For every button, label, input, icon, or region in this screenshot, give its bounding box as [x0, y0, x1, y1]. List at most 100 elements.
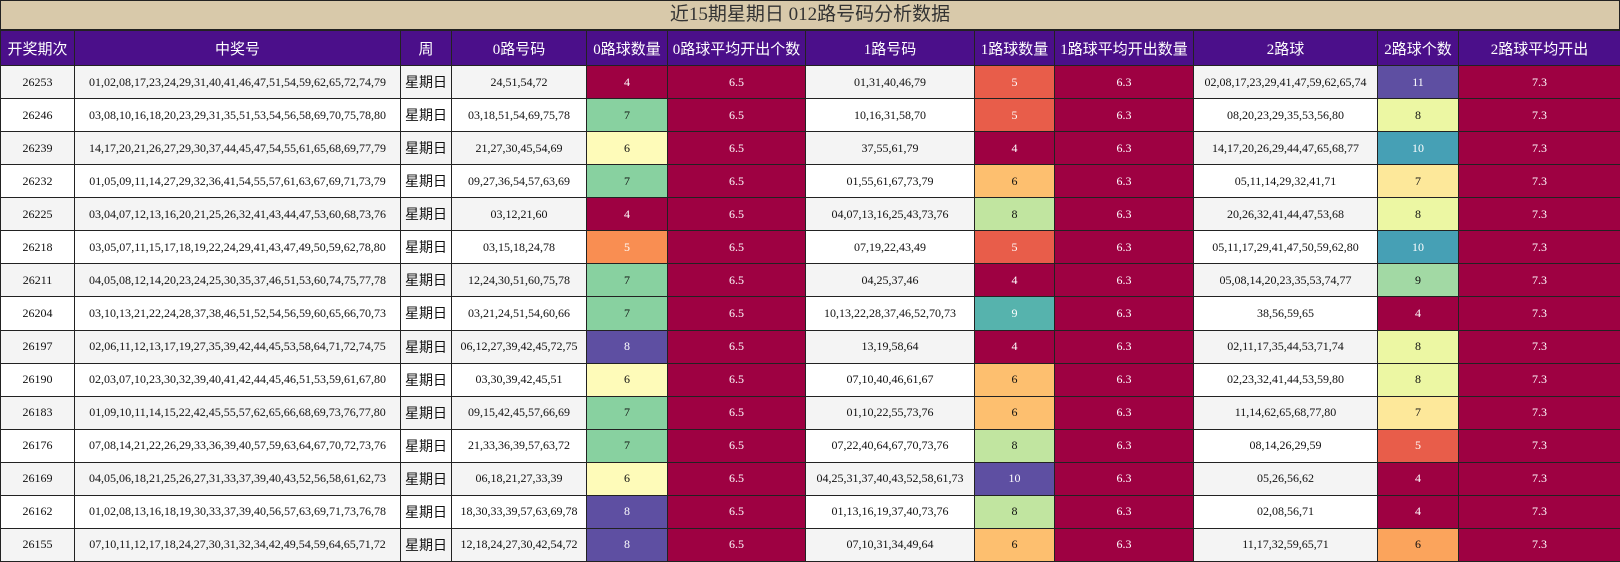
cell-route1-numbers: 07,22,40,64,67,70,73,76: [805, 428, 975, 463]
cell-route2-avg: 7.3: [1458, 296, 1620, 331]
cell-route0-avg: 6.5: [667, 230, 806, 265]
cell-numbers: 03,08,10,16,18,20,23,29,31,35,51,53,54,5…: [74, 98, 401, 133]
cell-route0-avg: 6.5: [667, 164, 806, 199]
cell-period: 26169: [0, 461, 75, 496]
cell-period: 26204: [0, 296, 75, 331]
cell-week: 星期日: [400, 131, 452, 166]
cell-numbers: 01,05,09,11,14,27,29,32,36,41,54,55,57,6…: [74, 164, 401, 199]
cell-route1-count: 5: [974, 230, 1055, 265]
cell-route0-numbers: 06,18,21,27,33,39: [451, 461, 587, 496]
cell-route1-count: 4: [974, 329, 1055, 364]
cell-route2-numbers: 05,11,17,29,41,47,50,59,62,80: [1193, 230, 1378, 265]
cell-route0-count: 6: [586, 362, 668, 397]
cell-route2-count: 9: [1377, 263, 1459, 298]
cell-route2-avg: 7.3: [1458, 98, 1620, 133]
cell-route2-count: 7: [1377, 395, 1459, 430]
cell-route1-avg: 6.3: [1054, 527, 1194, 562]
cell-route0-count: 8: [586, 527, 668, 562]
cell-numbers: 07,10,11,12,17,18,24,27,30,31,32,34,42,4…: [74, 527, 401, 562]
cell-route1-count: 6: [974, 164, 1055, 199]
cell-route1-numbers: 10,16,31,58,70: [805, 98, 975, 133]
table-row: 26211 04,05,08,12,14,20,23,24,25,30,35,37…: [0, 263, 1620, 298]
cell-route1-count: 4: [974, 263, 1055, 298]
header-route0-numbers: 0路号码: [451, 30, 587, 66]
cell-week: 星期日: [400, 494, 452, 529]
cell-route2-count: 8: [1377, 362, 1459, 397]
cell-route2-numbers: 02,23,32,41,44,53,59,80: [1193, 362, 1378, 397]
cell-route2-count: 10: [1377, 131, 1459, 166]
header-row: 开奖期次 中奖号 周 0路号码 0路球数量 0路球平均开出个数 1路号码 1路球…: [0, 30, 1620, 66]
header-period: 开奖期次: [0, 30, 75, 66]
cell-route1-count: 4: [974, 131, 1055, 166]
cell-week: 星期日: [400, 395, 452, 430]
cell-period: 26155: [0, 527, 75, 562]
cell-route2-count: 7: [1377, 164, 1459, 199]
cell-numbers: 01,09,10,11,14,15,22,42,45,55,57,62,65,6…: [74, 395, 401, 430]
cell-route1-avg: 6.3: [1054, 329, 1194, 364]
cell-route0-avg: 6.5: [667, 197, 806, 232]
cell-route1-numbers: 10,13,22,28,37,46,52,70,73: [805, 296, 975, 331]
cell-route1-avg: 6.3: [1054, 494, 1194, 529]
cell-route0-numbers: 06,12,27,39,42,45,72,75: [451, 329, 587, 364]
cell-route0-avg: 6.5: [667, 461, 806, 496]
cell-route0-count: 5: [586, 230, 668, 265]
cell-route1-numbers: 01,31,40,46,79: [805, 64, 975, 100]
cell-route2-numbers: 14,17,20,26,29,44,47,65,68,77: [1193, 131, 1378, 166]
cell-route0-avg: 6.5: [667, 64, 806, 100]
cell-period: 26197: [0, 329, 75, 364]
table-row: 26183 01,09,10,11,14,15,22,42,45,55,57,62…: [0, 395, 1620, 430]
cell-route2-count: 5: [1377, 428, 1459, 463]
cell-route2-numbers: 11,17,32,59,65,71: [1193, 527, 1378, 562]
table-row: 26225 03,04,07,12,13,16,20,21,25,26,32,41…: [0, 197, 1620, 232]
table-row: 26218 03,05,07,11,15,17,18,19,22,24,29,41…: [0, 230, 1620, 265]
cell-route2-avg: 7.3: [1458, 329, 1620, 364]
table-row: 26232 01,05,09,11,14,27,29,32,36,41,54,55…: [0, 164, 1620, 199]
header-route1-numbers: 1路号码: [805, 30, 975, 66]
cell-route1-count: 5: [974, 98, 1055, 133]
table-row: 26253 01,02,08,17,23,24,29,31,40,41,46,47…: [0, 64, 1620, 100]
cell-numbers: 01,02,08,17,23,24,29,31,40,41,46,47,51,5…: [74, 64, 401, 100]
header-route0-count: 0路球数量: [586, 30, 668, 66]
cell-route1-avg: 6.3: [1054, 164, 1194, 199]
cell-period: 26225: [0, 197, 75, 232]
cell-period: 26176: [0, 428, 75, 463]
cell-route0-numbers: 03,30,39,42,45,51: [451, 362, 587, 397]
cell-route1-avg: 6.3: [1054, 362, 1194, 397]
cell-numbers: 01,02,08,13,16,18,19,30,33,37,39,40,56,5…: [74, 494, 401, 529]
cell-route1-avg: 6.3: [1054, 296, 1194, 331]
table-row: 26204 03,10,13,21,22,24,28,37,38,46,51,52…: [0, 296, 1620, 331]
cell-route2-avg: 7.3: [1458, 362, 1620, 397]
cell-route2-avg: 7.3: [1458, 428, 1620, 463]
cell-route2-numbers: 08,14,26,29,59: [1193, 428, 1378, 463]
cell-route1-count: 6: [974, 527, 1055, 562]
cell-route0-count: 7: [586, 263, 668, 298]
cell-route1-numbers: 01,10,22,55,73,76: [805, 395, 975, 430]
table-row: 26197 02,06,11,12,13,17,19,27,35,39,42,44…: [0, 329, 1620, 364]
cell-route0-avg: 6.5: [667, 362, 806, 397]
cell-route0-numbers: 09,27,36,54,57,63,69: [451, 164, 587, 199]
cell-route2-count: 4: [1377, 461, 1459, 496]
table-row: 26155 07,10,11,12,17,18,24,27,30,31,32,34…: [0, 527, 1620, 562]
cell-route0-numbers: 12,18,24,27,30,42,54,72: [451, 527, 587, 562]
table-row: 26190 02,03,07,10,23,30,32,39,40,41,42,44…: [0, 362, 1620, 397]
analysis-table: 开奖期次 中奖号 周 0路号码 0路球数量 0路球平均开出个数 1路号码 1路球…: [0, 30, 1620, 562]
cell-route0-avg: 6.5: [667, 395, 806, 430]
cell-route1-avg: 6.3: [1054, 428, 1194, 463]
cell-route0-count: 7: [586, 98, 668, 133]
table-row: 26246 03,08,10,16,18,20,23,29,31,35,51,53…: [0, 98, 1620, 133]
cell-route2-numbers: 02,08,17,23,29,41,47,59,62,65,74: [1193, 64, 1378, 100]
table-row: 26162 01,02,08,13,16,18,19,30,33,37,39,40…: [0, 494, 1620, 529]
cell-week: 星期日: [400, 461, 452, 496]
cell-route2-avg: 7.3: [1458, 64, 1620, 100]
cell-route0-avg: 6.5: [667, 296, 806, 331]
table-row: 26169 04,05,06,18,21,25,26,27,31,33,37,39…: [0, 461, 1620, 496]
cell-route0-count: 8: [586, 329, 668, 364]
cell-route0-numbers: 24,51,54,72: [451, 64, 587, 100]
cell-route1-numbers: 04,25,31,37,40,43,52,58,61,73: [805, 461, 975, 496]
cell-route0-numbers: 03,15,18,24,78: [451, 230, 587, 265]
cell-route0-numbers: 21,33,36,39,57,63,72: [451, 428, 587, 463]
cell-route1-count: 10: [974, 461, 1055, 496]
cell-route2-numbers: 05,11,14,29,32,41,71: [1193, 164, 1378, 199]
cell-period: 26190: [0, 362, 75, 397]
